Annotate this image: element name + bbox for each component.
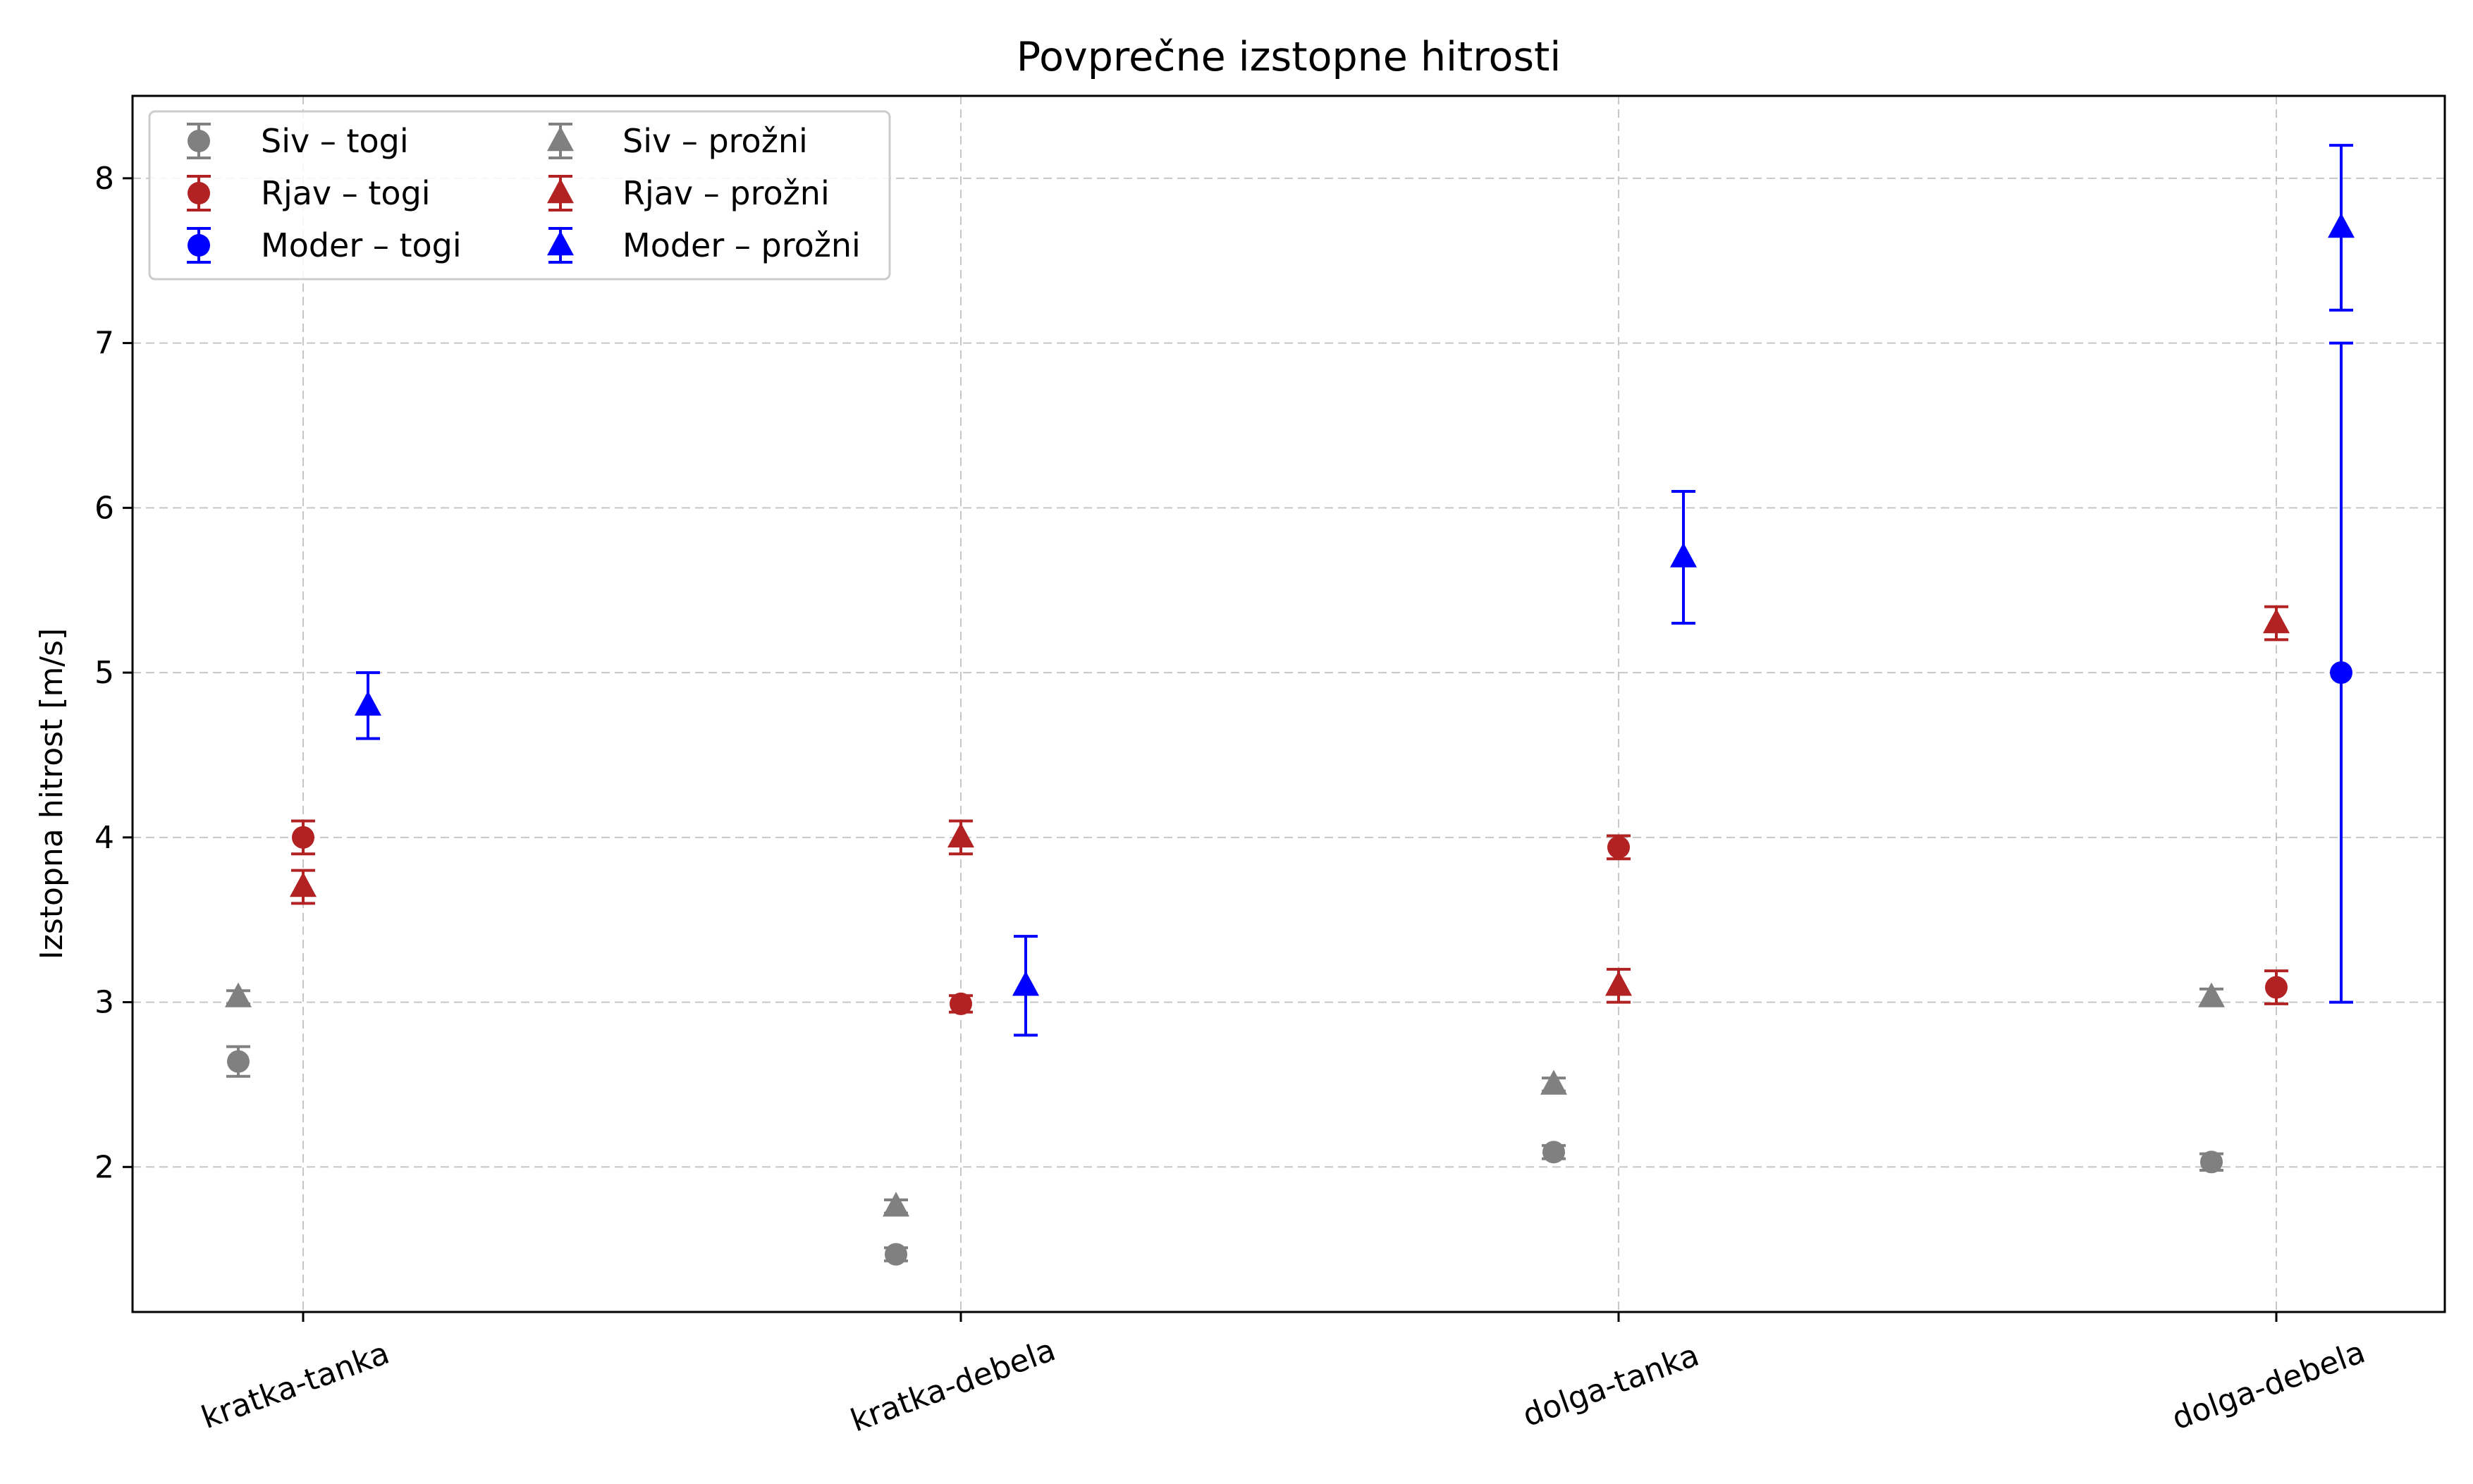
chart-title: Povprečne izstopne hitrosti (1017, 34, 1561, 80)
data-point (2200, 1151, 2223, 1174)
data-point (292, 826, 314, 849)
data-point (1605, 971, 1632, 996)
y-tick-label: 5 (94, 655, 114, 691)
legend-label: Moder – prožni (622, 226, 861, 264)
data-point (885, 1243, 907, 1266)
grid-lines (133, 96, 2445, 1312)
y-axis-ticks: 2 3 4 5 6 7 8 (94, 161, 133, 1185)
legend-label: Siv – togi (261, 122, 409, 160)
plot-frame (131, 94, 2446, 1313)
data-point (1542, 1141, 1565, 1164)
y-tick-label: 3 (94, 985, 114, 1021)
legend-marker (188, 130, 210, 152)
legend-marker (547, 178, 574, 204)
data-point (1012, 971, 1039, 996)
legend: Siv – togi Siv – prožni Rjav – togi Rjav – … (148, 110, 891, 281)
data-point (1607, 835, 1630, 859)
data-point (2330, 661, 2352, 685)
legend-label: Siv – prožni (622, 122, 808, 160)
legend-marker (188, 234, 210, 257)
data-point (355, 690, 381, 716)
legend-marker (547, 126, 574, 152)
y-tick-label: 6 (94, 490, 114, 526)
legend-box (148, 110, 891, 281)
series (291, 819, 2288, 1015)
series (290, 605, 2290, 1004)
data-point (1670, 542, 1697, 568)
data-point (2263, 608, 2290, 634)
y-tick-label: 7 (94, 326, 114, 362)
data-point (2198, 982, 2225, 1007)
data-point (950, 992, 972, 1015)
legend-label: Moder – togi (261, 226, 462, 264)
data-point (2265, 976, 2288, 999)
data-series (225, 144, 2355, 1266)
legend-label: Rjav – prožni (622, 174, 830, 212)
series (226, 1045, 2223, 1266)
y-axis-label: Izstopna hitrost [m/s] (34, 628, 70, 959)
data-point (227, 1050, 250, 1073)
legend-marker (188, 182, 210, 204)
data-point (883, 1191, 909, 1217)
series (355, 144, 2355, 1037)
series (2329, 341, 2353, 1004)
y-tick-label: 4 (94, 820, 114, 856)
data-point (2328, 213, 2355, 238)
data-point (225, 982, 252, 1007)
y-tick-label: 2 (94, 1149, 114, 1185)
data-point (1540, 1069, 1567, 1095)
data-point (290, 872, 317, 897)
data-point (947, 822, 974, 848)
legend-label: Rjav – togi (261, 174, 431, 212)
y-tick-label: 8 (94, 161, 114, 197)
legend-marker (547, 231, 574, 256)
series (225, 982, 2225, 1217)
